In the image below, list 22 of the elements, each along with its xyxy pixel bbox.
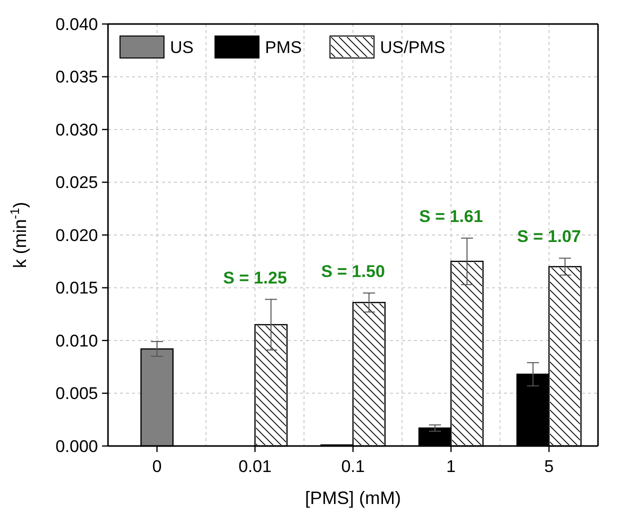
- legend-label: PMS: [265, 38, 302, 57]
- legend-label: US/PMS: [380, 38, 446, 57]
- y-tick-label: 0.010: [55, 331, 98, 350]
- y-tick-label: 0.035: [55, 68, 98, 87]
- y-tick-label: 0.030: [55, 120, 98, 140]
- y-tick-label: 0.020: [55, 226, 98, 245]
- annotation: S = 1.25: [223, 268, 287, 288]
- y-tick-label: 0.040: [55, 14, 98, 34]
- x-axis-title: [PMS] (mM): [305, 488, 401, 508]
- x-tick-label: 5: [544, 457, 554, 476]
- y-tick-label: 0.015: [55, 278, 98, 298]
- y-tick-label: 0.025: [55, 173, 98, 192]
- x-tick-label: 0: [152, 457, 162, 476]
- x-tick-label: 0.01: [238, 457, 272, 476]
- x-tick-label: 0.1: [341, 457, 365, 476]
- y-tick-label: 0.000: [55, 436, 98, 456]
- x-tick-label: 1: [446, 457, 456, 476]
- annotation: S = 1.50: [321, 262, 385, 281]
- annotation: S = 1.07: [517, 227, 581, 246]
- annotation: S = 1.61: [419, 207, 483, 226]
- legend-label: US: [170, 38, 194, 57]
- y-tick-label: 0.005: [55, 384, 98, 404]
